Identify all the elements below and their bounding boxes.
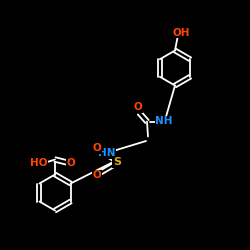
Text: S: S (113, 157, 121, 167)
Text: HN: HN (98, 148, 116, 158)
Text: OH: OH (172, 28, 190, 38)
Text: O: O (133, 102, 142, 113)
Text: O: O (92, 170, 101, 180)
Text: HO: HO (30, 158, 48, 168)
Text: O: O (67, 158, 76, 168)
Text: O: O (92, 143, 101, 153)
Text: NH: NH (155, 116, 173, 126)
